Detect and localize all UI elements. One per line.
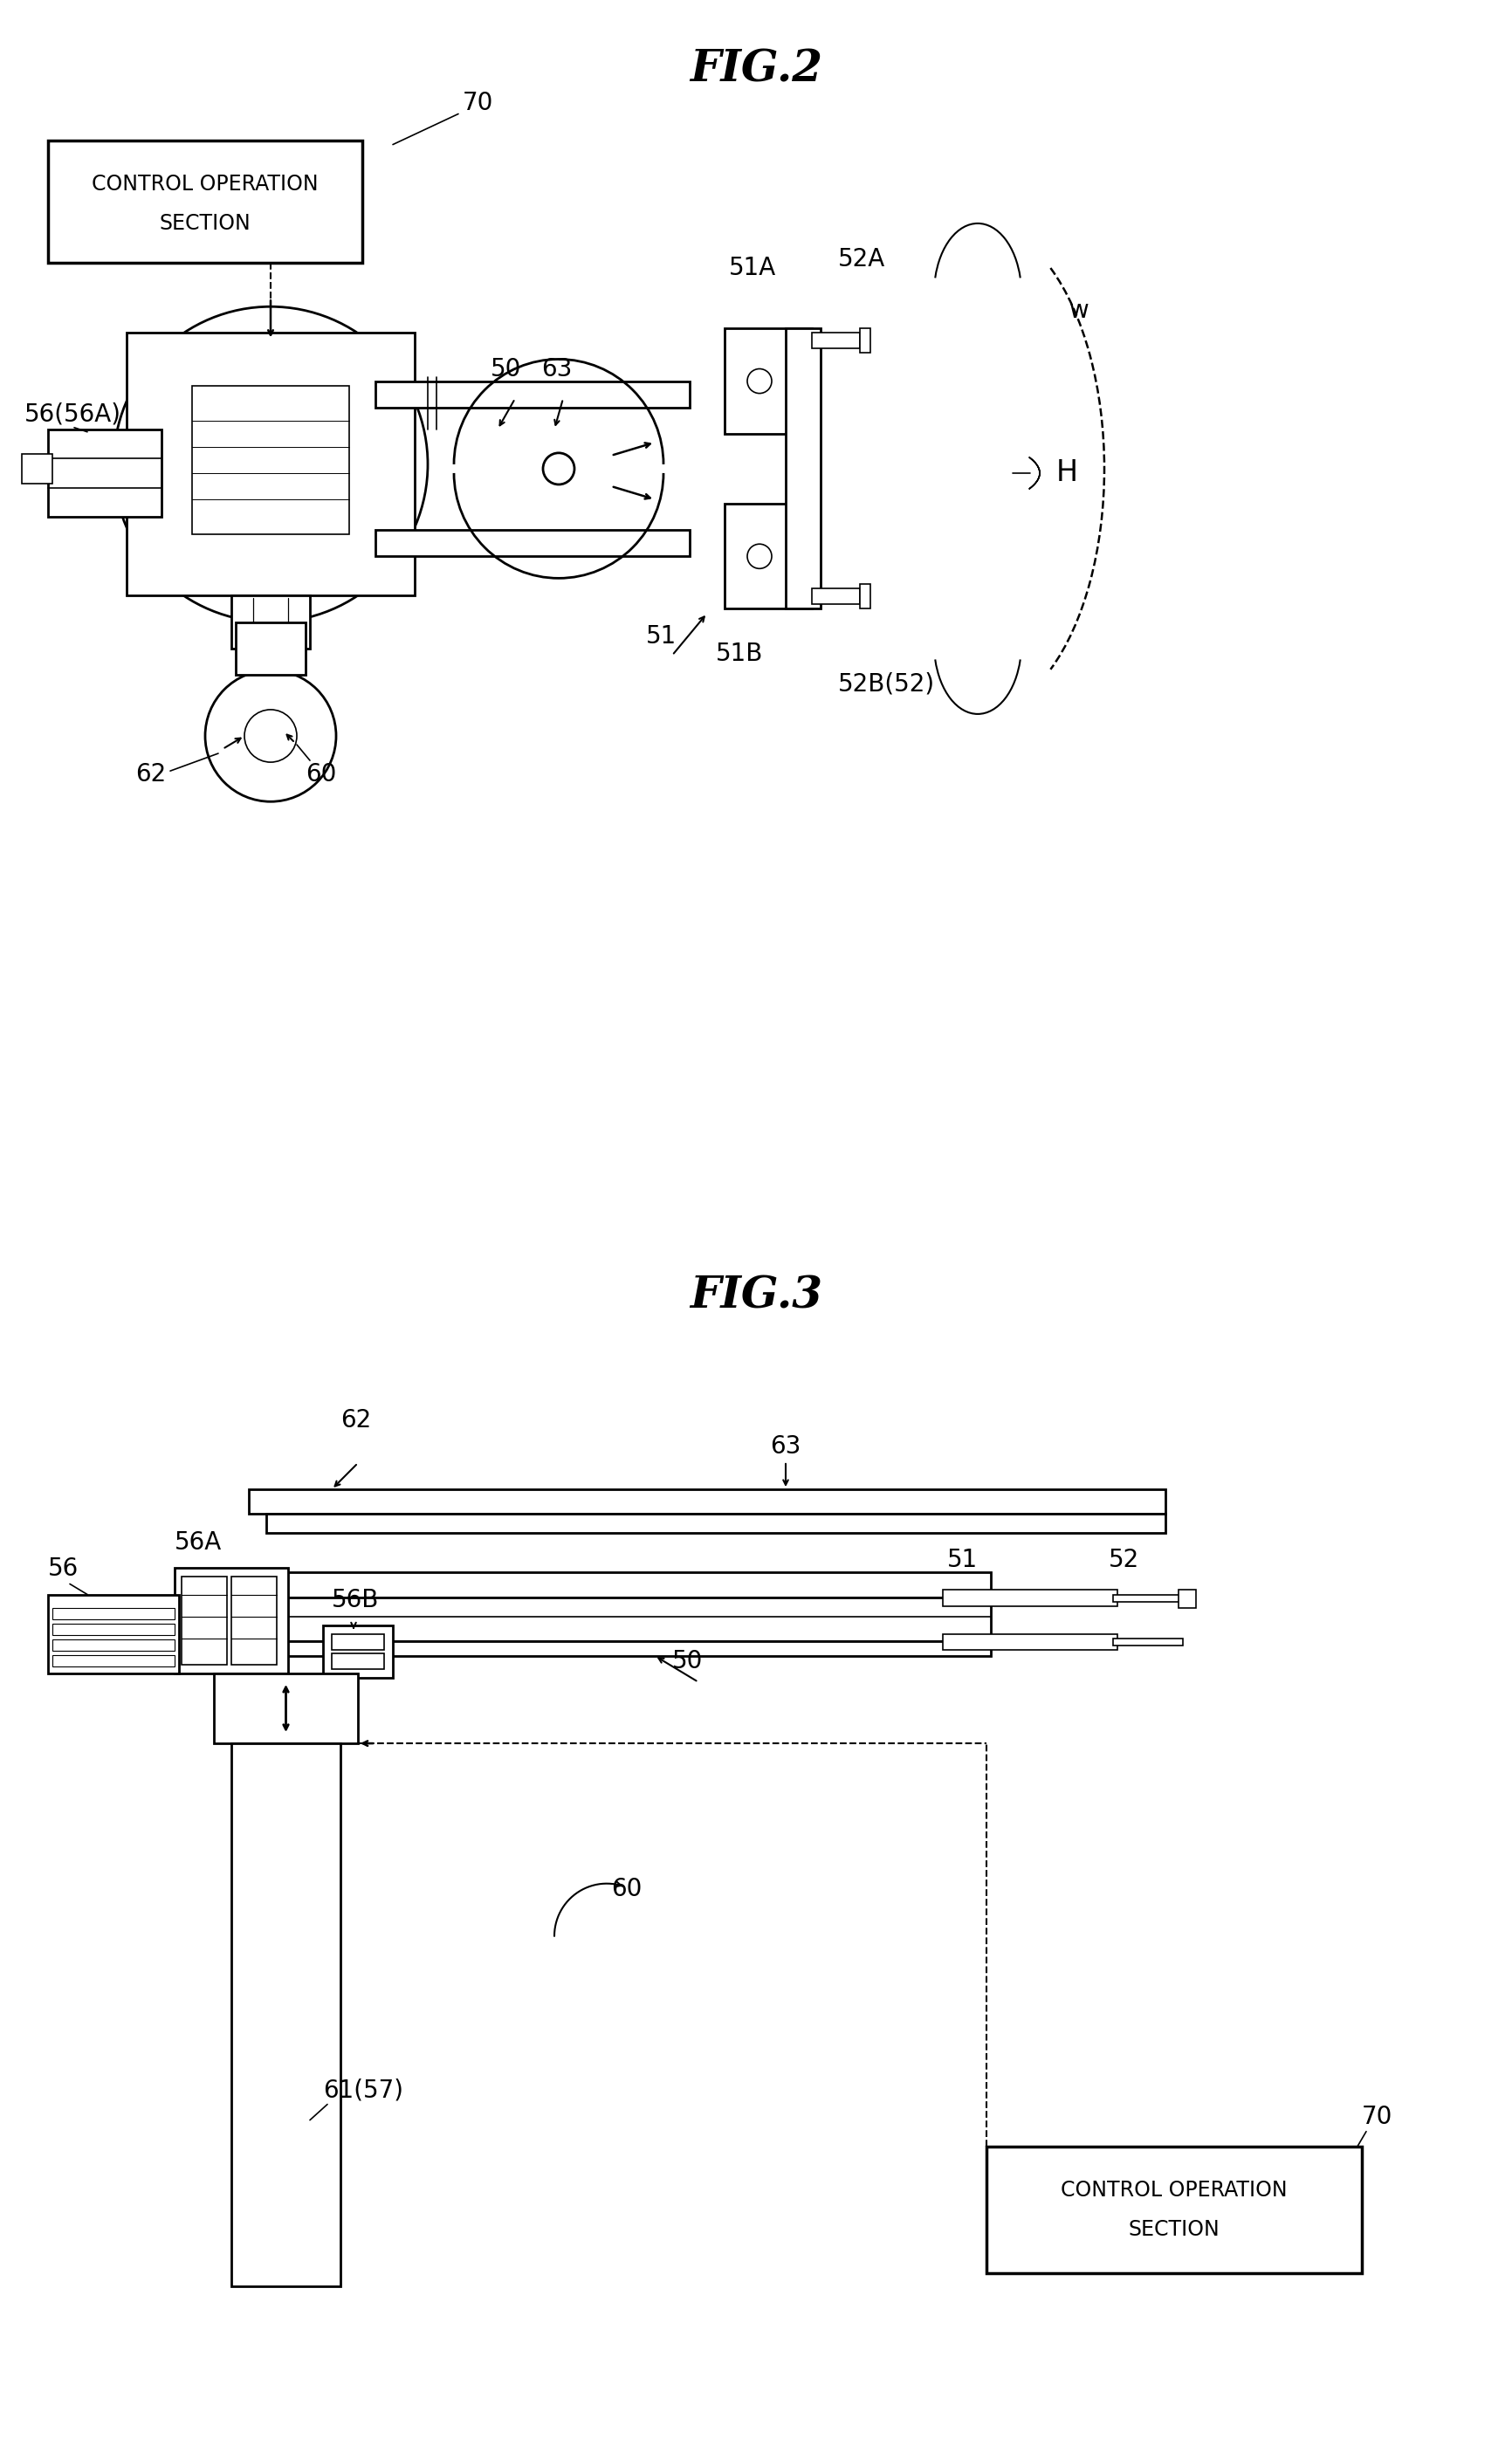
Bar (331, 1634, 384, 1648)
Text: 70: 70 (463, 91, 493, 115)
Bar (812, 589, 860, 603)
Text: 50: 50 (490, 356, 522, 380)
Text: SECTION: SECTION (1128, 2218, 1220, 2240)
Text: H: H (1057, 459, 1078, 488)
Text: 56(56A): 56(56A) (24, 402, 121, 427)
Text: SECTION: SECTION (159, 213, 251, 233)
Bar (127, 334, 414, 596)
Bar (1113, 1639, 1182, 1646)
Text: 51: 51 (646, 623, 677, 648)
Bar (1113, 1594, 1182, 1602)
Bar (53, 1607, 174, 1619)
Bar (724, 329, 812, 434)
Text: 52A: 52A (838, 248, 886, 272)
Text: 51: 51 (947, 1548, 978, 1572)
Bar (324, 1624, 393, 1678)
Bar (48, 1594, 178, 1673)
Text: 60: 60 (611, 1877, 643, 1901)
Bar (986, 2146, 1362, 2274)
Bar (375, 530, 689, 557)
Text: CONTROL OPERATION: CONTROL OPERATION (92, 174, 319, 194)
Bar (860, 329, 871, 353)
Text: 52: 52 (1108, 1548, 1140, 1572)
Bar (331, 1653, 384, 1668)
Bar (53, 1639, 174, 1651)
Bar (53, 1656, 174, 1666)
Text: 51B: 51B (715, 640, 764, 665)
Bar (943, 1634, 1117, 1648)
Bar (249, 1572, 990, 1597)
Bar (786, 329, 821, 608)
Bar (192, 385, 349, 535)
Bar (48, 429, 162, 518)
Text: FIG.2: FIG.2 (689, 49, 823, 91)
Bar (231, 596, 310, 648)
Circle shape (206, 670, 336, 802)
Bar (231, 1744, 340, 2286)
Bar (48, 140, 363, 262)
Text: 50: 50 (673, 1648, 703, 1673)
Bar (812, 334, 860, 348)
Bar (860, 584, 871, 608)
Bar (174, 1567, 289, 1673)
Text: w: w (1069, 299, 1089, 324)
Bar (249, 1489, 1166, 1514)
Text: FIG.3: FIG.3 (689, 1276, 823, 1317)
Text: 61(57): 61(57) (324, 2078, 404, 2102)
Text: 63: 63 (770, 1435, 801, 1460)
Bar (1178, 1590, 1196, 1607)
Circle shape (113, 307, 428, 623)
Bar (181, 1577, 227, 1666)
Text: 52B(52): 52B(52) (838, 672, 934, 697)
Bar (249, 1641, 990, 1656)
Text: 56: 56 (48, 1558, 79, 1582)
Bar (249, 1597, 990, 1641)
Text: CONTROL OPERATION: CONTROL OPERATION (1061, 2181, 1288, 2200)
Circle shape (747, 545, 771, 569)
Text: 56A: 56A (174, 1531, 222, 1555)
Bar (375, 380, 689, 407)
Circle shape (543, 454, 575, 486)
Bar (231, 1577, 277, 1666)
Circle shape (245, 709, 296, 763)
Text: 62: 62 (135, 763, 166, 787)
Text: 62: 62 (340, 1408, 372, 1433)
Bar (236, 623, 305, 675)
Bar (213, 1673, 358, 1744)
Text: 60: 60 (305, 763, 337, 787)
Circle shape (747, 368, 771, 392)
Text: 63: 63 (541, 356, 572, 380)
Bar (943, 1590, 1117, 1607)
Text: 56B: 56B (331, 1587, 380, 1612)
Text: 51A: 51A (729, 255, 776, 280)
Bar (21, 454, 53, 483)
Bar (724, 503, 812, 608)
Bar (53, 1624, 174, 1634)
Bar (266, 1514, 1166, 1533)
Text: 70: 70 (1362, 2105, 1393, 2129)
